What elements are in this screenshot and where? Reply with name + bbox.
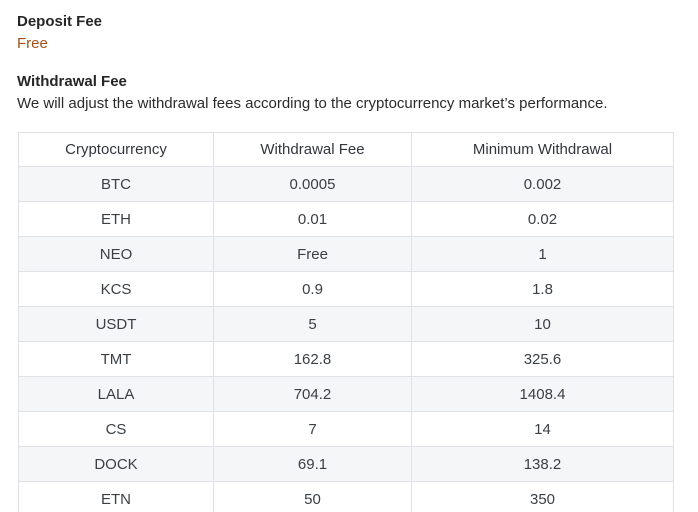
table-cell-minimum-withdrawal: 1 <box>411 236 674 272</box>
column-header-cryptocurrency: Cryptocurrency <box>18 132 214 167</box>
deposit-fee-value: Free <box>17 35 48 52</box>
table-row: DOCK 69.1 138.2 <box>18 446 674 482</box>
table-row: LALA 704.2 1408.4 <box>18 376 674 412</box>
table-cell-minimum-withdrawal: 14 <box>411 411 674 447</box>
table-cell-withdrawal-fee: 50 <box>213 481 412 512</box>
table-cell-withdrawal-fee: Free <box>213 236 412 272</box>
withdrawal-fee-heading: Withdrawal Fee <box>17 73 127 90</box>
table-row: TMT 162.8 325.6 <box>18 341 674 377</box>
table-cell-withdrawal-fee: 0.0005 <box>213 166 412 202</box>
table-cell-withdrawal-fee: 69.1 <box>213 446 412 482</box>
table-cell-minimum-withdrawal: 1408.4 <box>411 376 674 412</box>
table-row: BTC 0.0005 0.002 <box>18 166 674 202</box>
table-row: CS 7 14 <box>18 411 674 447</box>
deposit-fee-heading: Deposit Fee <box>17 13 103 30</box>
table-cell-withdrawal-fee: 704.2 <box>213 376 412 412</box>
table-cell-cryptocurrency: TMT <box>18 341 214 377</box>
table-cell-minimum-withdrawal: 325.6 <box>411 341 674 377</box>
table-cell-cryptocurrency: NEO <box>18 236 214 272</box>
table-cell-cryptocurrency: BTC <box>18 166 214 202</box>
withdrawal-fee-description: We will adjust the withdrawal fees accor… <box>17 95 608 112</box>
table-cell-cryptocurrency: CS <box>18 411 214 447</box>
table-cell-cryptocurrency: DOCK <box>18 446 214 482</box>
table-row: ETH 0.01 0.02 <box>18 201 674 237</box>
table-cell-cryptocurrency: ETN <box>18 481 214 512</box>
table-cell-cryptocurrency: USDT <box>18 306 214 342</box>
table-row: USDT 5 10 <box>18 306 674 342</box>
table-cell-withdrawal-fee: 5 <box>213 306 412 342</box>
table-cell-minimum-withdrawal: 350 <box>411 481 674 512</box>
table-row: NEO Free 1 <box>18 236 674 272</box>
table-cell-minimum-withdrawal: 138.2 <box>411 446 674 482</box>
column-header-withdrawal-fee: Withdrawal Fee <box>213 132 412 167</box>
table-row: ETN 50 350 <box>18 481 674 512</box>
table-cell-cryptocurrency: LALA <box>18 376 214 412</box>
table-cell-withdrawal-fee: 0.01 <box>213 201 412 237</box>
table-cell-cryptocurrency: ETH <box>18 201 214 237</box>
table-cell-minimum-withdrawal: 10 <box>411 306 674 342</box>
table-cell-withdrawal-fee: 162.8 <box>213 341 412 377</box>
table-cell-minimum-withdrawal: 0.002 <box>411 166 674 202</box>
table-cell-withdrawal-fee: 7 <box>213 411 412 447</box>
column-header-minimum-withdrawal: Minimum Withdrawal <box>411 132 674 167</box>
table-cell-cryptocurrency: KCS <box>18 271 214 307</box>
table-header-row: Cryptocurrency Withdrawal Fee Minimum Wi… <box>18 132 674 167</box>
table-row: KCS 0.9 1.8 <box>18 271 674 307</box>
table-cell-minimum-withdrawal: 1.8 <box>411 271 674 307</box>
table-cell-minimum-withdrawal: 0.02 <box>411 201 674 237</box>
table-cell-withdrawal-fee: 0.9 <box>213 271 412 307</box>
withdrawal-fee-table: Cryptocurrency Withdrawal Fee Minimum Wi… <box>18 132 674 512</box>
table-body: BTC 0.0005 0.002 ETH 0.01 0.02 NEO Free 1 KCS 0.9 1… <box>18 166 674 512</box>
